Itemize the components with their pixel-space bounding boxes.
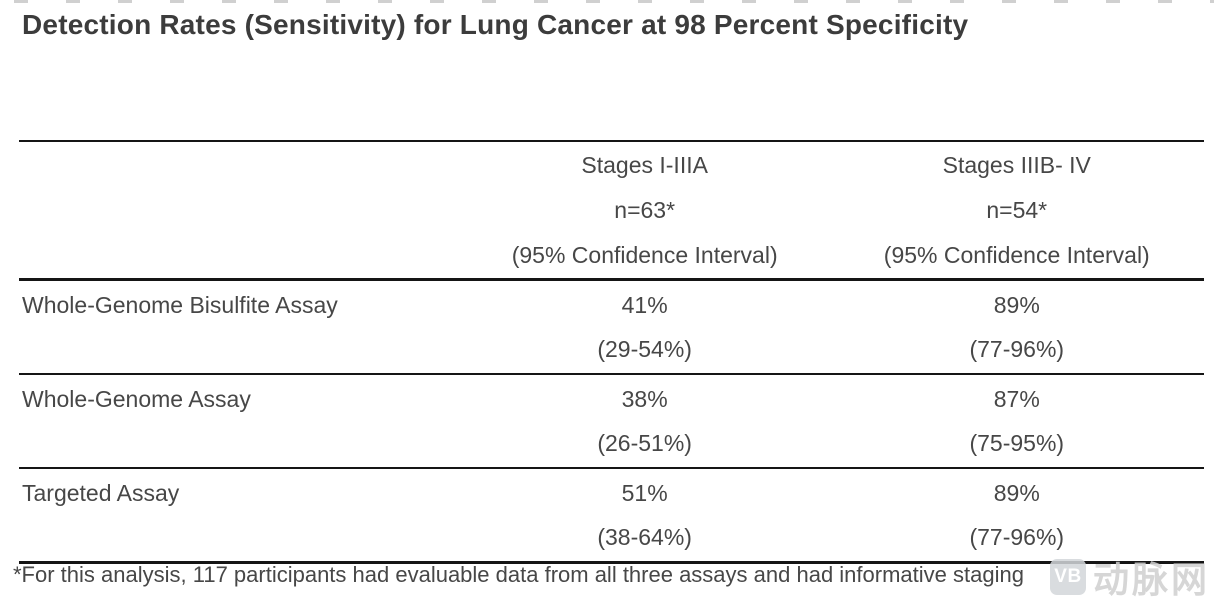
confidence-interval: (77-96%) [969, 524, 1065, 550]
cropped-content-artifact [14, 0, 1214, 3]
late-stage-cell: 89% (77-96%) [830, 280, 1204, 375]
early-stage-cell: 41% (29-54%) [460, 280, 830, 375]
sensitivity-value: 89% [993, 480, 1040, 506]
table-row: Whole-Genome Assay 38% (26-51%) 87% (75-… [19, 374, 1204, 468]
assay-name: Whole-Genome Bisulfite Assay [22, 292, 338, 318]
header-early-ci-label: (95% Confidence Interval) [511, 242, 778, 268]
header-late-ci-label: (95% Confidence Interval) [883, 242, 1150, 268]
confidence-interval: (29-54%) [597, 336, 692, 362]
row-label: Whole-Genome Bisulfite Assay [19, 280, 460, 375]
assay-name: Whole-Genome Assay [22, 386, 251, 412]
confidence-interval: (26-51%) [597, 430, 692, 456]
confidence-interval: (77-96%) [969, 336, 1065, 362]
row-label: Targeted Assay [19, 468, 460, 563]
sensitivity-value: 51% [621, 480, 668, 506]
watermark-text: 动脉网 [1092, 559, 1210, 600]
early-stage-cell: 51% (38-64%) [460, 468, 830, 563]
page-title: Detection Rates (Sensitivity) for Lung C… [22, 9, 969, 40]
table-footnote: *For this analysis, 117 participants had… [13, 562, 1024, 587]
late-stage-cell: 87% (75-95%) [830, 374, 1204, 468]
table-row: Targeted Assay 51% (38-64%) 89% (77-96%) [19, 468, 1204, 563]
sensitivity-value: 41% [621, 292, 668, 318]
row-label: Whole-Genome Assay [19, 374, 460, 468]
table-header: Stages I-IIIA n=63* (95% Confidence Inte… [19, 141, 1204, 280]
table-body: Whole-Genome Bisulfite Assay 41% (29-54%… [19, 280, 1204, 563]
header-stages-late: Stages IIIB- IV n=54* (95% Confidence In… [830, 141, 1204, 280]
early-stage-cell: 38% (26-51%) [460, 374, 830, 468]
header-stages-early: Stages I-IIIA n=63* (95% Confidence Inte… [460, 141, 830, 280]
header-row: Stages I-IIIA n=63* (95% Confidence Inte… [19, 141, 1204, 280]
sensitivity-value: 38% [621, 386, 668, 412]
confidence-interval: (75-95%) [969, 430, 1065, 456]
assay-name: Targeted Assay [22, 480, 180, 506]
header-empty-cell [19, 141, 460, 280]
header-late-n-label: n=54* [986, 197, 1048, 223]
header-early-n-label: n=63* [614, 197, 676, 223]
header-early-stage-label: Stages I-IIIA [581, 152, 708, 178]
sensitivity-value: 87% [993, 386, 1040, 412]
late-stage-cell: 89% (77-96%) [830, 468, 1204, 563]
table-row: Whole-Genome Bisulfite Assay 41% (29-54%… [19, 280, 1204, 375]
detection-rates-table: Stages I-IIIA n=63* (95% Confidence Inte… [19, 140, 1204, 564]
vcbeat-watermark: VB 动脉网 [1049, 551, 1210, 603]
header-late-stage-label: Stages IIIB- IV [942, 152, 1091, 178]
vb-logo-icon: VB [1049, 559, 1086, 595]
confidence-interval: (38-64%) [597, 524, 692, 550]
sensitivity-value: 89% [993, 292, 1040, 318]
